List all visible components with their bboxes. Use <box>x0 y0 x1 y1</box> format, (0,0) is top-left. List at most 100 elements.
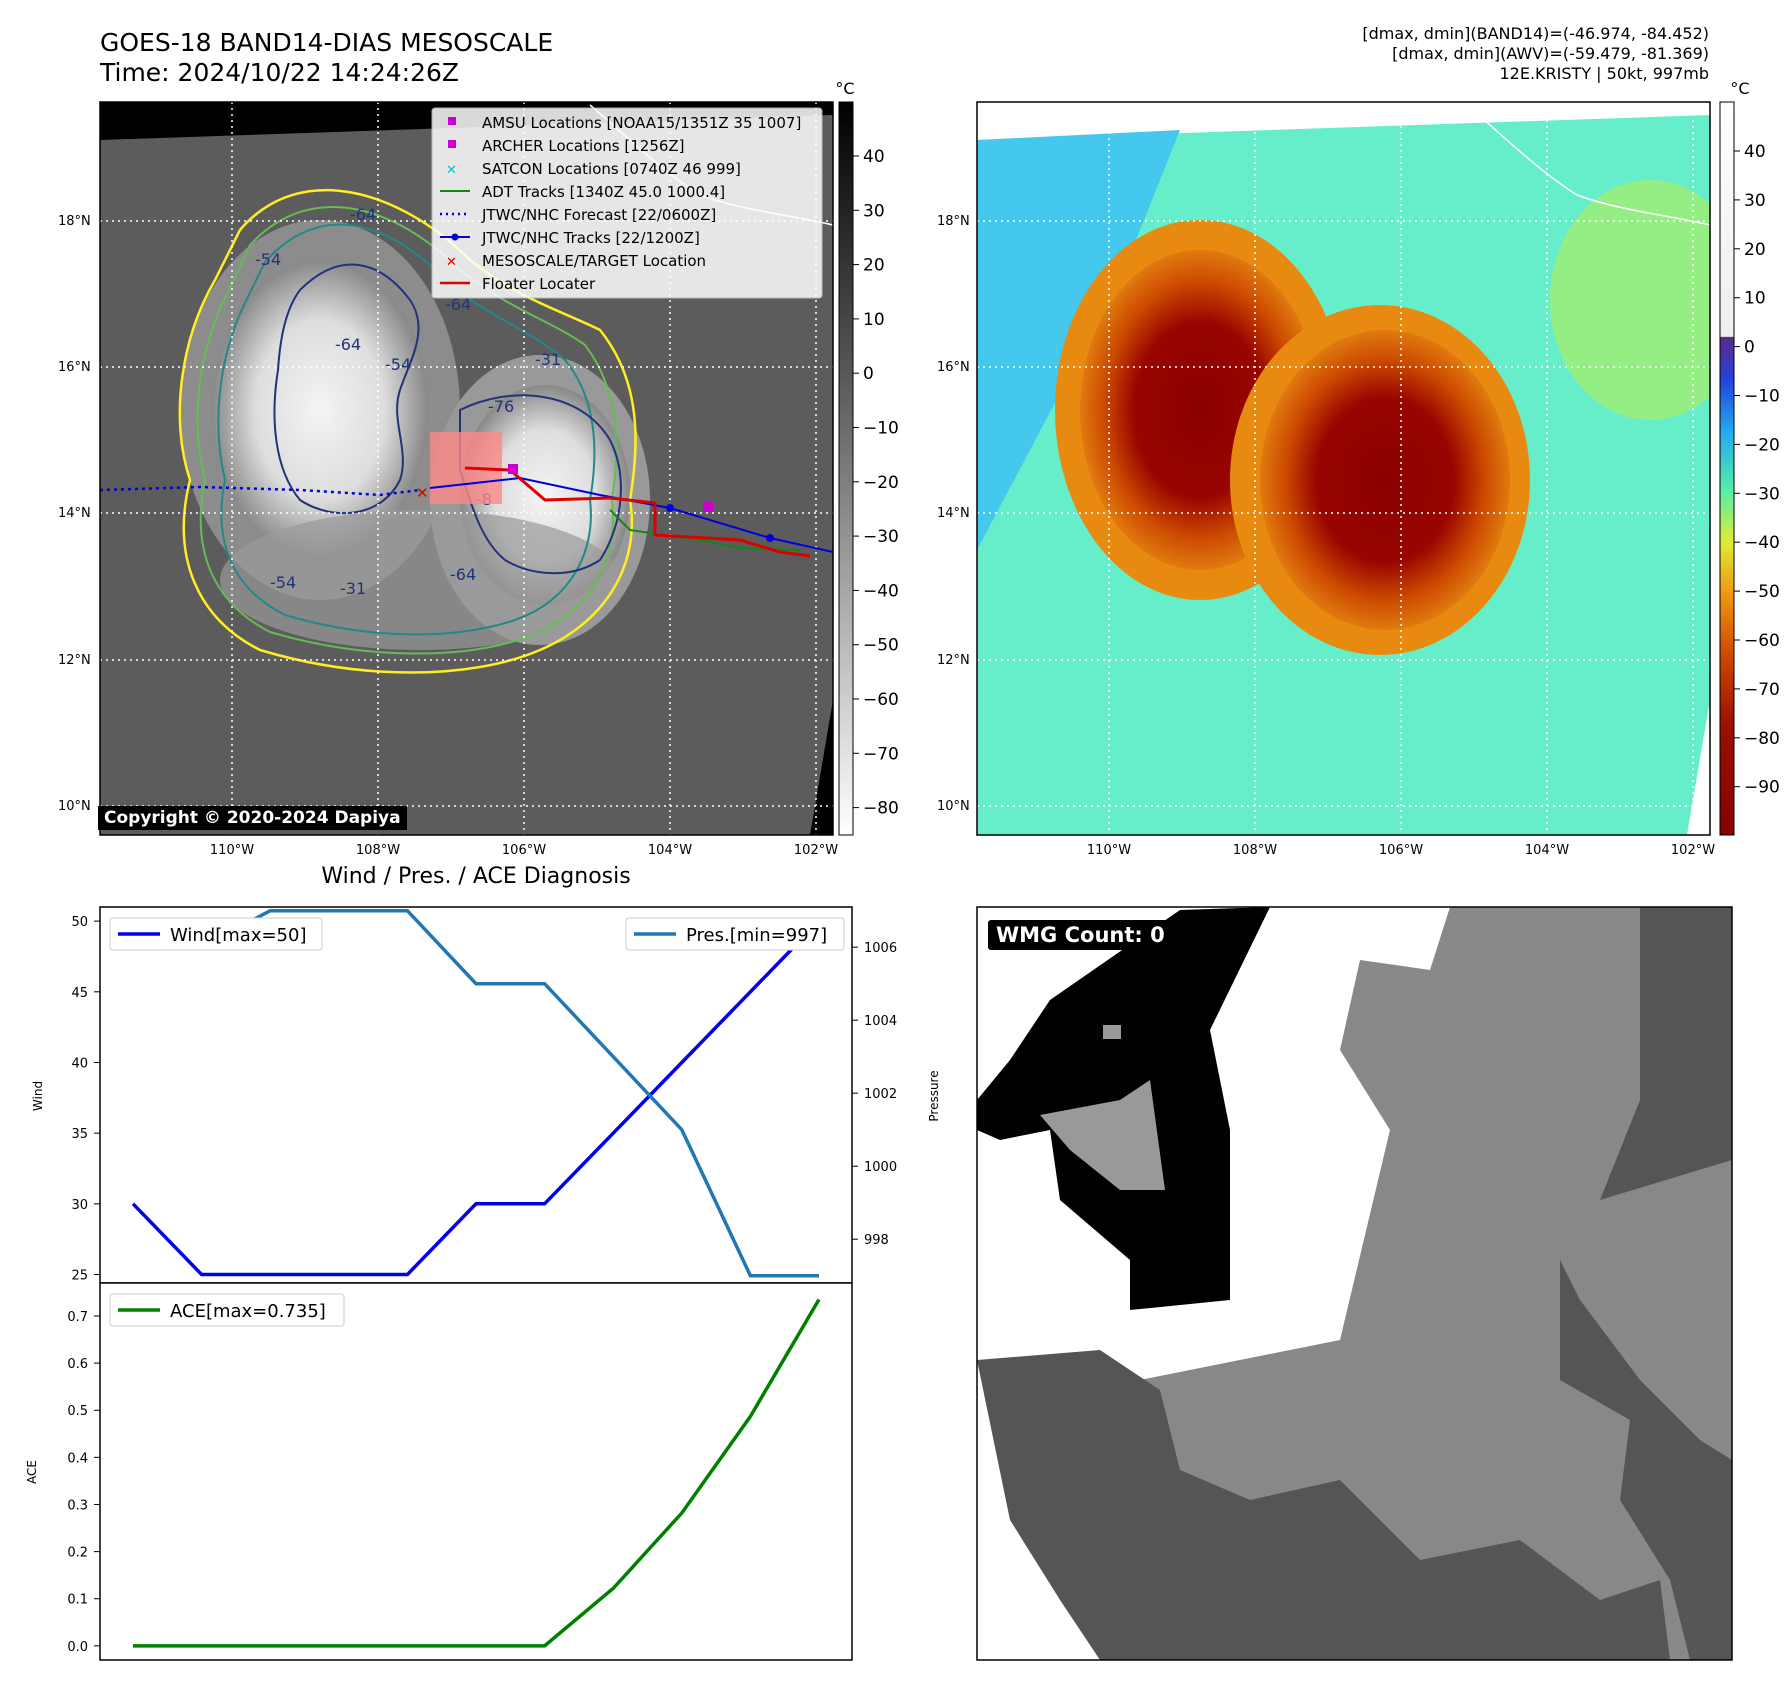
archer-location-marker <box>508 464 518 474</box>
jtwc-track-point <box>766 534 774 542</box>
pressure-axis-tick-label: 1000 <box>864 1160 897 1175</box>
lat-label: 16°N <box>58 360 91 375</box>
ace-axis-tick-label: 0.2 <box>67 1546 88 1561</box>
legend-label-satcon: SATCON Locations [0740Z 46 999] <box>482 160 741 178</box>
ace-axis-tick-label: 0.7 <box>67 1310 88 1325</box>
wind-legend-box <box>109 917 323 951</box>
right-colorbar: °C 40 30 20 10 0 −10 −20 −30 −40 −50 −60 −70 −80 −90 <box>1719 79 1780 836</box>
lon-label: 110°W <box>1087 843 1131 858</box>
wmg-region-dark-gray-south <box>977 1350 1670 1660</box>
left-colorbar-tick-label: 30 <box>863 201 885 221</box>
wmg-region-dark-gray-east <box>1560 907 1732 1660</box>
right-colorbar-tick-label: −10 <box>1744 387 1780 407</box>
left-colorbar: °C 40 30 20 10 0 −10 −20 −30 −40 −50 −60 −70 −80 <box>835 79 899 836</box>
wind-axis-tick-label: 45 <box>71 986 88 1001</box>
legend-symbol-target: ✕ <box>446 255 457 270</box>
ace-frame <box>99 1282 853 1661</box>
right-colorbar-bar <box>1719 101 1735 836</box>
pressure-axis-tick-label: 1006 <box>864 941 897 956</box>
legend-symbol-archer <box>448 140 456 148</box>
right-colorbar-tick-label: −30 <box>1744 484 1780 504</box>
copyright-label: Copyright © 2020-2024 Dapiya <box>98 806 407 830</box>
left-colorbar-ticks: 40 30 20 10 0 −10 −20 −30 −40 −50 −60 −70 −80 <box>853 147 899 819</box>
wind-axis-tick-label: 30 <box>71 1198 88 1213</box>
storm-info: [dmax, dmin](BAND14)=(-46.974, -84.452) … <box>1362 24 1709 84</box>
left-colorbar-tick-label: −50 <box>863 636 899 656</box>
ace-legend-label: ACE[max=0.735] <box>170 1301 326 1322</box>
contour-navy-west <box>273 263 420 515</box>
floater-track <box>464 466 811 558</box>
lon-label: 106°W <box>502 843 546 858</box>
wind-axis-label: Wind <box>31 1081 45 1111</box>
jtwc-track-point <box>666 504 674 512</box>
legend-label-target: MESOSCALE/TARGET Location <box>482 252 706 270</box>
title-line-1: GOES-18 BAND14-DIAS MESOSCALE <box>100 28 554 57</box>
left-colorbar-tick-label: −10 <box>863 419 899 439</box>
legend-symbol-satcon: ✕ <box>446 163 457 178</box>
lat-label: 12°N <box>58 653 91 668</box>
legend-label-amsu: AMSU Locations [NOAA15/1351Z 35 1007] <box>482 114 801 132</box>
legend-label-adt: ADT Tracks [1340Z 45.0 1000.4] <box>482 183 725 201</box>
pressure-axis-label: Pressure <box>927 1070 941 1121</box>
wmg-region-light-gray <box>1040 1080 1165 1190</box>
contour-label: -31 <box>340 579 366 598</box>
left-map-frame <box>99 101 834 836</box>
left-colorbar-tick-label: 40 <box>863 147 885 167</box>
lon-label: 104°W <box>648 843 692 858</box>
right-map-frame <box>976 101 1711 836</box>
contour-label: -64 <box>450 565 476 584</box>
cloud-region-west <box>212 260 428 560</box>
right-colorbar-tick-label: −90 <box>1744 778 1780 798</box>
right-colorbar-tick-label: −80 <box>1744 729 1780 749</box>
ace-axis-tick-label: 0.1 <box>67 1593 88 1608</box>
contour-label: -76 <box>488 397 514 416</box>
ace-axis-tick-label: 0.5 <box>67 1404 88 1419</box>
legend-label-floater: Floater Locater <box>482 275 596 293</box>
legend-box <box>431 107 823 299</box>
cloud-band-south <box>220 510 620 650</box>
pressure-legend-box <box>625 917 845 951</box>
wmg-small-patch <box>1103 1025 1121 1039</box>
info-line-3: 12E.KRISTY | 50kt, 997mb <box>1499 64 1710 83</box>
diagnosis-title: Wind / Pres. / ACE Diagnosis <box>321 864 631 889</box>
adt-track <box>609 509 801 551</box>
wind-series-line <box>131 919 821 1277</box>
legend-symbol-amsu <box>448 117 456 125</box>
left-colorbar-tick-label: −80 <box>863 799 899 819</box>
contour-label: -54 <box>385 355 411 374</box>
contour-label: -64 <box>350 205 376 224</box>
pressure-axis-tick-label: 1004 <box>864 1014 897 1029</box>
right-colorbar-ticks: 40 30 20 10 0 −10 −20 −30 −40 −50 −60 −70 −80 −90 <box>1734 142 1780 798</box>
ir-map-right <box>977 102 1710 835</box>
wmg-count-label: WMG Count: 0 <box>988 920 1173 950</box>
lon-label: 102°W <box>1671 843 1715 858</box>
lat-label: 14°N <box>937 506 970 521</box>
pressure-axis-tick-label: 1002 <box>864 1087 897 1102</box>
contour-label: -64 <box>335 335 361 354</box>
contour-label-group: -64 -54 -64 -54 -64 -76 -31 -54 -31 -64 … <box>255 205 561 598</box>
right-colorbar-tick-label: 40 <box>1744 142 1766 162</box>
legend-label-forecast: JTWC/NHC Forecast [22/0600Z] <box>481 206 716 224</box>
contour-label: -54 <box>255 250 281 269</box>
pressure-legend-label: Pres.[min=997] <box>686 925 827 946</box>
lat-label: 16°N <box>937 360 970 375</box>
left-colorbar-tick-label: −30 <box>863 527 899 547</box>
info-line-2: [dmax, dmin](AWV)=(-59.479, -81.369) <box>1392 44 1709 63</box>
wmg-region-medium-gray <box>1010 907 1732 1660</box>
legend-label-jtwc: JTWC/NHC Tracks [22/1200Z] <box>481 229 700 247</box>
right-colorbar-tick-label: −50 <box>1744 582 1780 602</box>
lon-label: 106°W <box>1379 843 1423 858</box>
left-colorbar-tick-label: 0 <box>863 364 874 384</box>
figure-title: GOES-18 BAND14-DIAS MESOSCALE Time: 2024/… <box>100 28 553 88</box>
lat-label: 18°N <box>937 214 970 229</box>
map-legend: AMSU Locations [NOAA15/1351Z 35 1007] AR… <box>431 107 823 299</box>
wmg-frame <box>976 906 1733 1661</box>
wmg-panel <box>977 907 1732 1660</box>
ace-axis-ticks: 0.0 0.1 0.2 0.3 0.4 0.5 0.6 0.7 <box>67 1310 100 1655</box>
right-colorbar-tick-label: −60 <box>1744 631 1780 651</box>
lat-label: 10°N <box>937 799 970 814</box>
lon-label: 104°W <box>1525 843 1569 858</box>
right-colorbar-tick-label: 0 <box>1744 338 1755 358</box>
lat-label: 14°N <box>58 506 91 521</box>
left-colorbar-tick-label: −20 <box>863 473 899 493</box>
